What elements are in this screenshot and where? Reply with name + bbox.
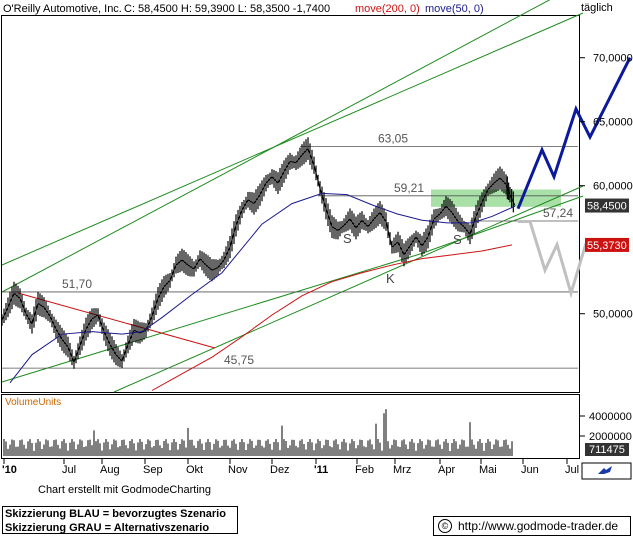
quote-text: C: 58,4500 H: 59,3900 L: 58,3500 -1,7400 [124, 3, 330, 15]
chart-title: O'Reilly Automotive, Inc. [3, 3, 122, 15]
x-tick-label: '10 [2, 464, 17, 476]
x-axis: '10 Jul Aug Sep Okt Nov Dez '11 Feb Mrz Apr Mai Jun J… [2, 459, 579, 476]
scenario-grey-path [518, 220, 588, 299]
price-tag-label: 55,3730 [587, 240, 627, 252]
y-tick-label: 60,0000 [593, 181, 633, 193]
x-tick-label: Sep [143, 464, 163, 476]
y-tick-label: 65,0000 [593, 117, 633, 129]
x-tick-label: Nov [228, 464, 248, 476]
copyright-icon: © [438, 519, 452, 533]
interval-label: täglich [581, 2, 613, 14]
scenario-legend: Skizzierung BLAU = bevorzugtes Szenario … [2, 506, 238, 534]
x-tick-label: Dez [270, 464, 290, 476]
support-zone-layer [431, 189, 561, 207]
y-tick-label: 70,0000 [593, 53, 633, 65]
x-tick-label: Okt [186, 464, 203, 476]
x-tick-label: Mrz [393, 464, 411, 476]
legend-blue: Skizzierung BLAU = bevorzugtes Szenario [5, 508, 226, 520]
price-tag-label: 58,4500 [587, 201, 627, 213]
credit-text: Chart erstellt mit GodmodeCharting [38, 484, 212, 496]
volume-tick-label: 2000000 [589, 431, 632, 443]
level-label: 45,75 [224, 353, 254, 367]
trendline-upper-1 [1, 12, 584, 266]
scenario-blue-path [516, 57, 632, 210]
x-tick-label: '11 [314, 464, 328, 476]
source-link[interactable]: © http://www.godmode-trader.de [433, 516, 631, 536]
ma200-line [151, 244, 513, 391]
ma200-price-tag [585, 237, 629, 252]
level-label: 57,24 [543, 206, 573, 220]
support-zone [431, 189, 561, 207]
x-tick-label: Jul [62, 464, 76, 476]
y-axis: 70,0000 65,0000 60,0000 50,0000 [579, 53, 633, 321]
scenario-layer [516, 57, 632, 299]
x-tick-label: Jul [565, 464, 579, 476]
pattern-annotation: S [343, 231, 352, 246]
volume-label: VolumeUnits [5, 397, 61, 408]
ma50-label: move(50, 0) [425, 3, 484, 15]
price-tags: 58,4500 55,3730 [585, 198, 629, 252]
trendline-upper-2 [1, 0, 551, 293]
level-label: 59,21 [394, 181, 424, 195]
pattern-annotation: S [453, 232, 462, 247]
settings-icon[interactable] [581, 462, 632, 480]
trendline-layer [1, 0, 584, 393]
y-tick-label: 50,0000 [593, 309, 633, 321]
x-tick-label: Aug [100, 464, 120, 476]
volume-tick-label: 4000000 [589, 411, 632, 423]
ma50-line [9, 192, 516, 384]
series-layer [1, 137, 516, 391]
downtrend-line [17, 292, 216, 349]
trendline-lower-2 [1, 195, 584, 383]
pattern-annotation: K [386, 271, 395, 286]
x-tick-label: Feb [355, 464, 374, 476]
source-url[interactable]: http://www.godmode-trader.de [458, 519, 619, 533]
legend-grey: Skizzierung GRAU = Alternativszenario [5, 522, 210, 534]
level-label: 51,70 [62, 277, 92, 291]
x-tick-label: Mai [479, 464, 497, 476]
volume-last-tag [585, 443, 629, 456]
level-layer: 63,05 59,21 57,24 51,70 45,75 [2, 132, 578, 369]
close-price-tag [585, 198, 629, 213]
trendline-lower-1 [113, 185, 584, 393]
ma200-label: move(200, 0) [355, 3, 420, 15]
annotation-layer: S S K [343, 231, 462, 286]
volume-last-label: 711475 [589, 444, 625, 456]
x-tick-label: Apr [438, 464, 455, 476]
level-label: 63,05 [378, 132, 408, 146]
x-tick-label: Jun [521, 464, 539, 476]
